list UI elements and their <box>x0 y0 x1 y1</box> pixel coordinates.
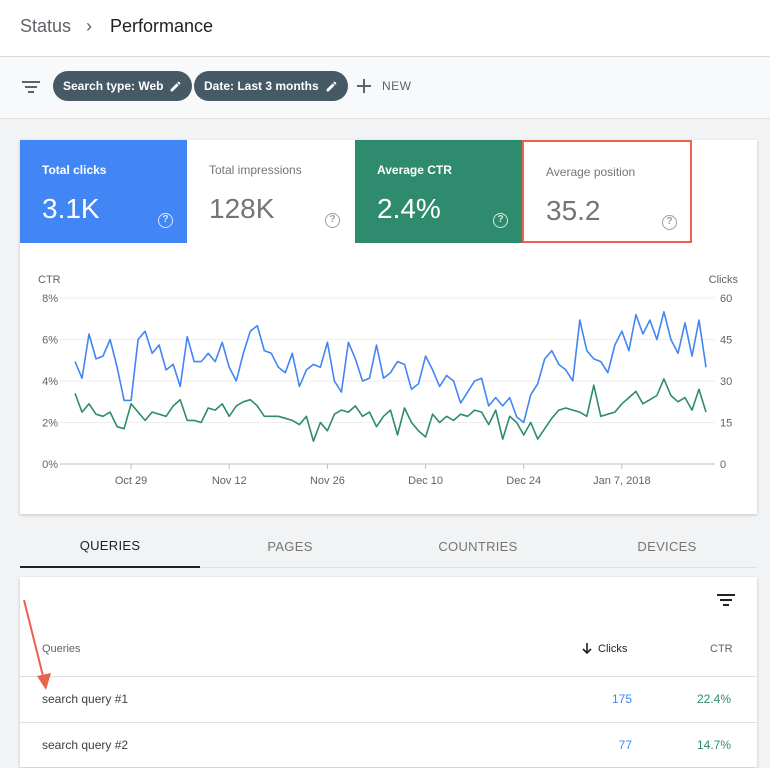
table-row[interactable]: search query #2 77 14.7% <box>20 722 757 768</box>
pencil-icon <box>171 81 181 91</box>
series-line-ctr <box>74 378 707 442</box>
metric-label: Total clicks <box>42 163 107 177</box>
metric-value: 128K <box>209 193 275 224</box>
y-axis-left-title: CTR <box>38 274 61 286</box>
header-queries[interactable]: Queries <box>42 643 81 655</box>
header-ctr[interactable]: CTR <box>710 643 733 655</box>
clicks-cell: 77 <box>618 738 632 752</box>
top-header: Status › Performance <box>0 0 770 57</box>
y-left-tick-label: 8% <box>42 293 58 305</box>
tab-countries[interactable]: COUNTRIES <box>438 538 518 554</box>
metric-total-clicks[interactable]: Total clicks 3.1K ? <box>20 140 187 243</box>
y-axis-right-title: Clicks <box>709 274 739 286</box>
y-left-tick-label: 2% <box>42 418 58 430</box>
y-right-tick-label: 15 <box>720 418 732 430</box>
breadcrumb-separator: › <box>86 16 92 36</box>
metric-value: 35.2 <box>546 195 601 226</box>
metric-value: 2.4% <box>377 193 441 224</box>
metric-label: Average position <box>546 165 636 179</box>
metric-average-ctr[interactable]: Average CTR 2.4% ? <box>355 140 522 243</box>
y-left-tick-label: 6% <box>42 335 58 347</box>
metric-total-impressions[interactable]: Total impressions 128K ? <box>187 140 354 243</box>
table-row[interactable]: search query #1 175 22.4% <box>20 676 757 722</box>
x-tick-label: Dec 24 <box>506 475 541 487</box>
x-tick-label: Nov 12 <box>212 475 247 487</box>
chip-date-label: Date: Last 3 months <box>204 79 319 93</box>
series-line-clicks <box>74 311 707 424</box>
tab-devices[interactable]: DEVICES <box>637 538 697 554</box>
y-right-tick-label: 30 <box>720 376 732 388</box>
y-left-tick-label: 4% <box>42 376 58 388</box>
tab-queries[interactable]: QUERIES <box>20 524 200 568</box>
query-cell: search query #1 <box>42 692 129 706</box>
performance-chart[interactable]: CTR Clicks 0% 0 2% 15 4% 30 6% 45 8% 60 Oct 29 Nov 12… <box>20 243 757 514</box>
header-clicks[interactable]: Clicks <box>582 643 627 655</box>
metric-label: Total impressions <box>209 163 302 177</box>
chip-date[interactable]: Date: Last 3 months <box>194 71 348 101</box>
x-tick-label: Oct 29 <box>115 475 147 487</box>
plus-icon <box>357 79 371 93</box>
filter-icon[interactable] <box>22 80 40 94</box>
dimension-tabs: QUERIES PAGES COUNTRIES DEVICES <box>20 524 757 568</box>
ctr-cell: 22.4% <box>696 692 731 706</box>
clicks-cell: 175 <box>611 692 632 706</box>
breadcrumb-status[interactable]: Status <box>20 16 72 36</box>
page-title: Performance <box>110 16 214 36</box>
sort-arrow-down-icon <box>582 643 592 655</box>
y-right-tick-label: 45 <box>720 335 732 347</box>
y-left-tick-label: 0% <box>42 459 58 471</box>
x-tick-label: Nov 26 <box>310 475 345 487</box>
help-icon[interactable]: ? <box>325 213 340 228</box>
performance-card: Total clicks 3.1K ? Total impressions 12… <box>20 140 757 514</box>
table-filter-icon[interactable] <box>717 593 735 607</box>
metric-value: 3.1K <box>42 193 100 224</box>
help-icon[interactable]: ? <box>493 213 508 228</box>
tab-pages[interactable]: PAGES <box>267 538 313 554</box>
chip-search-type-label: Search type: Web <box>63 79 164 93</box>
x-tick-label: Jan 7, 2018 <box>593 475 651 487</box>
new-filter-label: NEW <box>382 79 412 93</box>
y-right-tick-label: 0 <box>720 459 726 471</box>
pencil-icon <box>326 81 337 91</box>
new-filter-button[interactable]: NEW <box>356 72 412 100</box>
metric-label: Average CTR <box>377 163 452 177</box>
query-cell: search query #2 <box>42 738 129 752</box>
ctr-cell: 14.7% <box>696 738 731 752</box>
help-icon[interactable]: ? <box>158 213 173 228</box>
help-icon[interactable]: ? <box>662 215 677 230</box>
metric-average-position[interactable]: Average position 35.2 ? <box>522 140 692 243</box>
header-clicks-label: Clicks <box>598 643 628 655</box>
chip-search-type[interactable]: Search type: Web <box>53 71 193 101</box>
queries-table: Queries Clicks CTR search query #1 175 2… <box>20 577 757 767</box>
y-right-tick-label: 60 <box>720 293 732 305</box>
x-tick-label: Dec 10 <box>408 475 443 487</box>
